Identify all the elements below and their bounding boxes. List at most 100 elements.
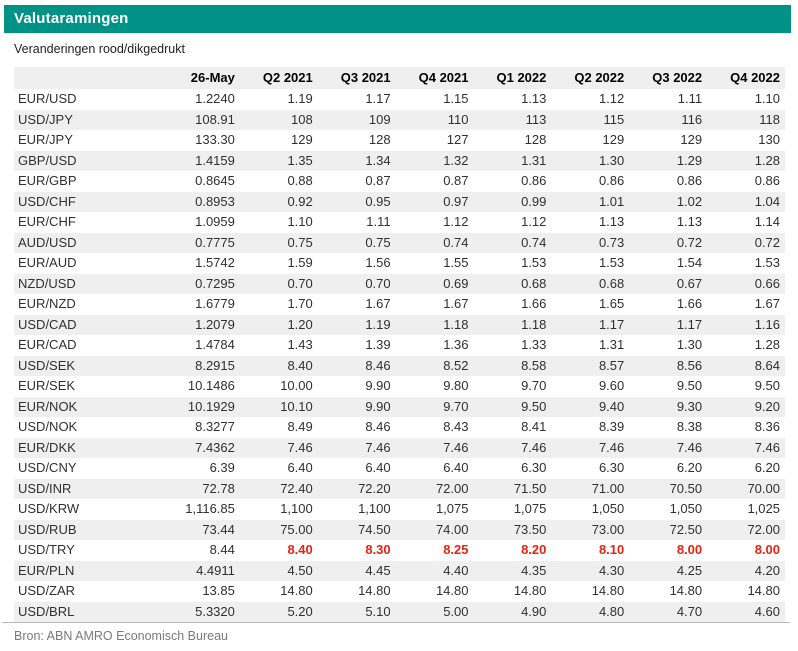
- value-cell: 10.00: [280, 378, 313, 393]
- value-cell: 7.46: [287, 439, 313, 455]
- value-cell-changed: 8.10: [598, 542, 625, 557]
- column-header: Q3 2021: [317, 67, 396, 89]
- value-cell: 1.67: [365, 296, 391, 311]
- value-cell: 1.32: [443, 152, 469, 168]
- value-cell: 1,025: [747, 501, 780, 516]
- value-cell: 1.31: [521, 152, 547, 168]
- pair-cell: EUR/JPY: [18, 132, 73, 147]
- value-cell: 9.30: [676, 398, 703, 414]
- value-cell: 1.39: [365, 337, 391, 352]
- value-cell: 8.46: [365, 419, 391, 434]
- pair-cell: USD/KRW: [18, 501, 80, 516]
- value-cell: 0.73: [598, 234, 625, 250]
- value-cell: 1.12: [521, 214, 547, 229]
- value-cell: 1.16: [754, 316, 780, 332]
- value-cell: 8.2915: [195, 357, 235, 373]
- value-cell: 1.2079: [195, 316, 235, 332]
- value-cell: 9.20: [754, 398, 780, 414]
- value-cell: 0.8645: [195, 173, 235, 188]
- pair-cell: USD/SEK: [18, 357, 76, 373]
- value-cell: 1.53: [598, 255, 625, 270]
- value-cell: 4.40: [443, 562, 469, 578]
- value-cell: 8.46: [365, 357, 391, 373]
- value-cell: 129: [291, 132, 313, 147]
- pair-cell: EUR/PLN: [18, 562, 75, 578]
- value-cell: 1.19: [287, 91, 313, 106]
- value-cell: 1.11: [366, 214, 391, 229]
- column-header: Q3 2022: [629, 67, 708, 89]
- value-cell: 0.69: [443, 275, 469, 291]
- pair-cell: AUD/USD: [18, 234, 77, 250]
- value-cell-changed: 8.00: [676, 542, 703, 557]
- value-cell: 10.1486: [187, 378, 235, 393]
- value-cell: 9.50: [521, 398, 547, 414]
- table-row: USD/BRL 5.3320 5.20 5.10 5.00 4.90 4.80 4.70 4.6…: [14, 601, 785, 622]
- pair-cell: EUR/DKK: [18, 439, 76, 455]
- value-cell: 1,050: [591, 501, 625, 516]
- value-cell: 8.57: [598, 357, 625, 373]
- value-cell: 8.52: [443, 357, 469, 373]
- value-cell: 14.80: [747, 583, 780, 598]
- value-cell: 0.99: [521, 193, 547, 209]
- value-cell: 4.60: [754, 603, 780, 619]
- forecast-table: 26-May Q2 2021 Q3 2021 Q4 2021 Q1 2022 Q2 202…: [14, 67, 785, 622]
- value-cell: 14.80: [669, 583, 703, 598]
- table-header: 26-May Q2 2021 Q3 2021 Q4 2021 Q1 2022 Q2 202…: [14, 67, 785, 89]
- pair-cell: USD/BRL: [18, 603, 75, 619]
- value-cell: 0.68: [521, 275, 547, 291]
- table-row: EUR/SEK 10.1486 10.00 9.90 9.80 9.70 9.60 9.50 9…: [14, 376, 785, 397]
- value-cell: 73.44: [202, 521, 235, 537]
- table-row: USD/KRW 1,116.85 1,100 1,100 1,075 1,075 1,050…: [14, 499, 785, 520]
- value-cell: 8.58: [521, 357, 547, 373]
- value-cell: 1.11: [677, 91, 703, 106]
- pair-cell: EUR/NOK: [18, 398, 78, 414]
- value-cell: 108: [291, 111, 313, 127]
- value-cell: 1.13: [521, 91, 547, 106]
- value-cell: 7.4362: [195, 439, 235, 455]
- value-cell: 9.80: [443, 378, 469, 393]
- value-cell: 1.53: [754, 255, 780, 270]
- value-cell: 8.56: [676, 357, 703, 373]
- table-row: USD/ZAR 13.85 14.80 14.80 14.80 14.80 14.80 14.…: [14, 581, 785, 602]
- pair-cell: NZD/USD: [18, 275, 76, 291]
- value-cell: 1.13: [676, 214, 703, 229]
- value-cell: 7.46: [754, 439, 780, 455]
- value-cell: 9.50: [676, 378, 703, 393]
- value-cell: 0.95: [365, 193, 391, 209]
- value-cell: 0.8953: [195, 193, 235, 209]
- value-cell: 8.39: [598, 419, 625, 434]
- table-row: USD/TRY 8.44 8.40 8.30 8.25 8.20 8.10 8.00 8.00: [14, 540, 785, 561]
- value-cell: 1.0959: [195, 214, 235, 229]
- value-cell: 1,075: [513, 501, 547, 516]
- value-cell: 1.28: [754, 152, 780, 168]
- value-cell: 4.80: [598, 603, 625, 619]
- value-cell: 1.31: [598, 337, 625, 352]
- table-row: GBP/USD 1.4159 1.35 1.34 1.32 1.31 1.30 1.29 1.2…: [14, 150, 785, 171]
- value-cell: 115: [603, 111, 625, 127]
- value-cell: 9.90: [365, 398, 391, 414]
- value-cell: 127: [446, 132, 469, 147]
- pair-cell: EUR/CAD: [18, 337, 77, 352]
- value-cell: 118: [759, 111, 780, 127]
- column-header: Q4 2022: [707, 67, 785, 89]
- table-body: EUR/USD 1.2240 1.19 1.17 1.15 1.13 1.12 1.11 1.1…: [14, 89, 785, 622]
- value-cell: 8.3277: [195, 419, 235, 434]
- value-cell: 7.46: [521, 439, 547, 455]
- value-cell: 4.90: [521, 603, 547, 619]
- value-cell: 1.4159: [195, 152, 235, 168]
- value-cell: 6.20: [676, 460, 703, 475]
- value-cell: 72.00: [747, 521, 780, 537]
- value-cell: 13.85: [202, 583, 235, 598]
- value-cell: 0.74: [443, 234, 469, 250]
- value-cell-changed: 8.25: [443, 542, 469, 557]
- value-cell: 72.78: [202, 480, 235, 496]
- value-cell: 0.92: [287, 193, 313, 209]
- value-cell: 1.55: [443, 255, 469, 270]
- column-header: Q4 2021: [395, 67, 474, 89]
- value-cell: 1.53: [521, 255, 547, 270]
- value-cell: 0.87: [443, 173, 469, 188]
- table-row: EUR/CHF 1.0959 1.10 1.11 1.12 1.12 1.13 1.13 1.1…: [14, 212, 785, 233]
- table-row: USD/NOK 8.3277 8.49 8.46 8.43 8.41 8.39 8.38 8.3…: [14, 417, 785, 438]
- value-cell: 73.50: [513, 521, 547, 537]
- value-cell: 14.80: [280, 583, 313, 598]
